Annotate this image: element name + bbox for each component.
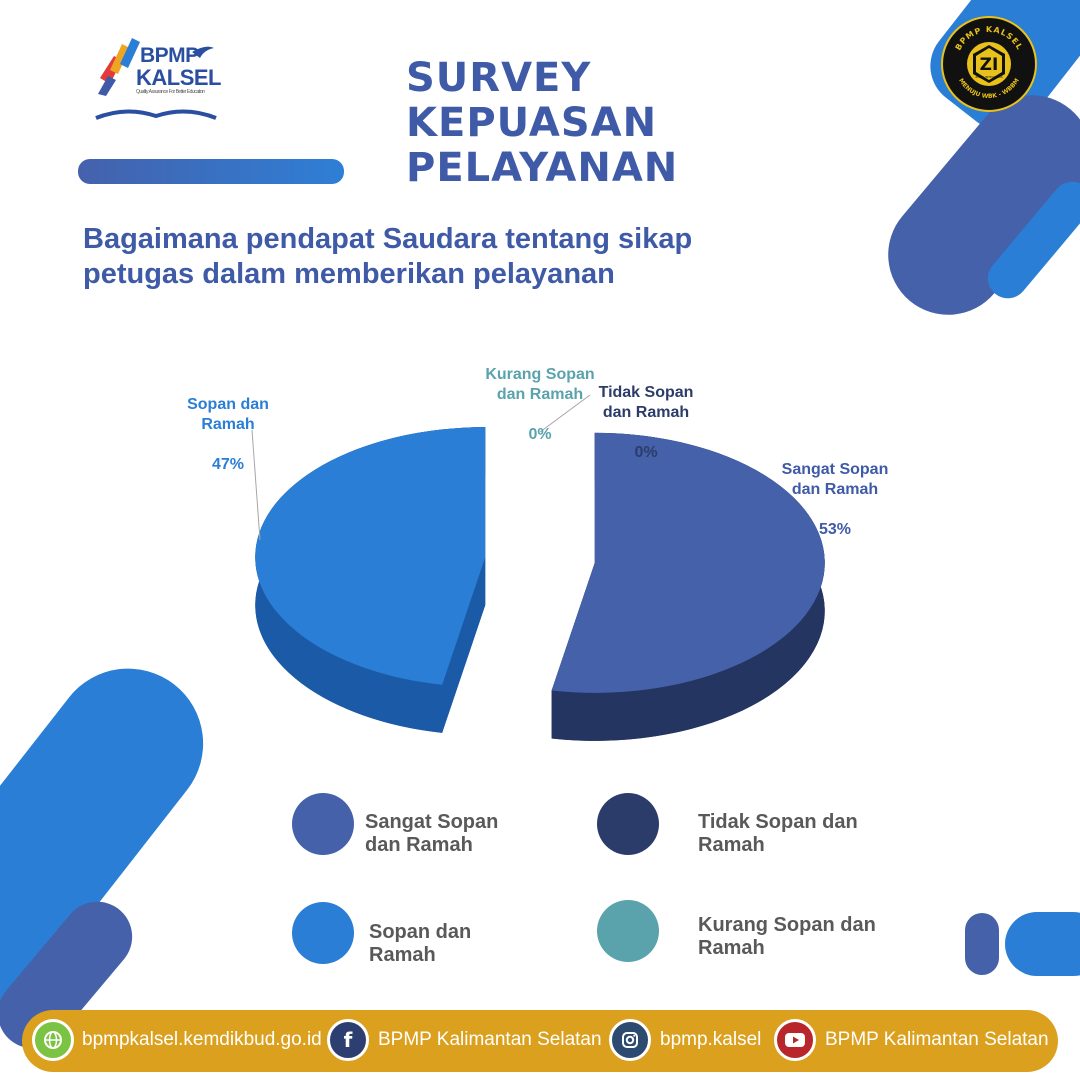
logo-tagline: Quality Assurance For Better Education [136,89,205,95]
data-label-tidak-sopan-name: Tidak Sopan dan Ramah [598,384,694,421]
data-label-tidak-sopan-value: 0% [634,444,658,461]
data-label-sangat-sopan: Sangat Sopan dan Ramah 53% [765,440,905,540]
facebook-icon[interactable]: f [327,1019,369,1061]
legend-label-sopan: Sopan dan Ramah [369,921,472,966]
pie-slice-sangat-sopan [551,432,825,741]
legend-label-kurang-sopan: Kurang Sopan dan Ramah [698,914,876,959]
legend-swatch-sopan [292,902,354,964]
legend-label-sangat-sopan: Sangat Sopan dan Ramah [365,811,499,856]
page-title: SURVEY KEPUASAN PELAYANAN [406,55,679,191]
footer-youtube-link[interactable]: BPMP Kalimantan Selatan [825,1029,1049,1050]
data-label-kurang-sopan: Kurang Sopan dan Ramah 0% [470,345,610,445]
globe-icon[interactable] [32,1019,74,1061]
pie-slice-sopan-top [255,427,486,685]
survey-question: Bagaimana pendapat Saudara tentang sikap… [83,223,693,290]
leader-line-zero [539,394,591,433]
pie-slice-sangat-sopan-top [551,432,825,693]
zona-integritas-badge: BPMP KALSEL MENUJU WBK - WBBM ZI ZONA IN… [941,16,1037,112]
footer-facebook-link[interactable]: BPMP Kalimantan Selatan [378,1029,602,1050]
data-label-tidak-sopan: Tidak Sopan dan Ramah 0% [586,363,706,463]
pie-slice-sopan [255,427,486,733]
instagram-icon[interactable] [609,1019,651,1061]
legend-label-tidak-sopan: Tidak Sopan dan Ramah [698,811,858,856]
bpmp-logo: BPMP KALSEL Quality Assurance For Better… [92,38,222,128]
data-label-sopan: Sopan dan Ramah 47% [170,375,286,475]
data-label-sopan-value: 47% [211,456,245,473]
data-label-sangat-sopan-name: Sangat Sopan dan Ramah [781,461,889,498]
leader-line-sopan [251,429,261,541]
logo-subtext: KALSEL [136,65,222,90]
footer-instagram-link[interactable]: bpmp.kalsel [660,1029,762,1050]
data-label-kurang-sopan-value: 0% [528,426,552,443]
legend-swatch-tidak-sopan [597,793,659,855]
logo-text: BPMP [140,44,199,67]
legend-swatch-kurang-sopan [597,900,659,962]
data-label-kurang-sopan-name: Kurang Sopan dan Ramah [485,366,595,403]
data-label-sopan-name: Sopan dan Ramah [187,396,269,433]
footer-website-link[interactable]: bpmpkalsel.kemdikbud.go.id [82,1029,322,1050]
legend-swatch-sangat-sopan [292,793,354,855]
badge-sub-text: ZONA INTEGRITAS [975,75,1002,79]
badge-center-text: ZI [980,55,999,75]
footer-bar [22,1010,1058,1072]
deco-shape-right-pill-1 [965,913,999,975]
title-underline-bar [78,159,344,184]
data-label-sangat-sopan-value: 53% [818,521,852,538]
deco-shape-right-pill-2 [1005,912,1080,976]
youtube-icon[interactable] [774,1019,816,1061]
